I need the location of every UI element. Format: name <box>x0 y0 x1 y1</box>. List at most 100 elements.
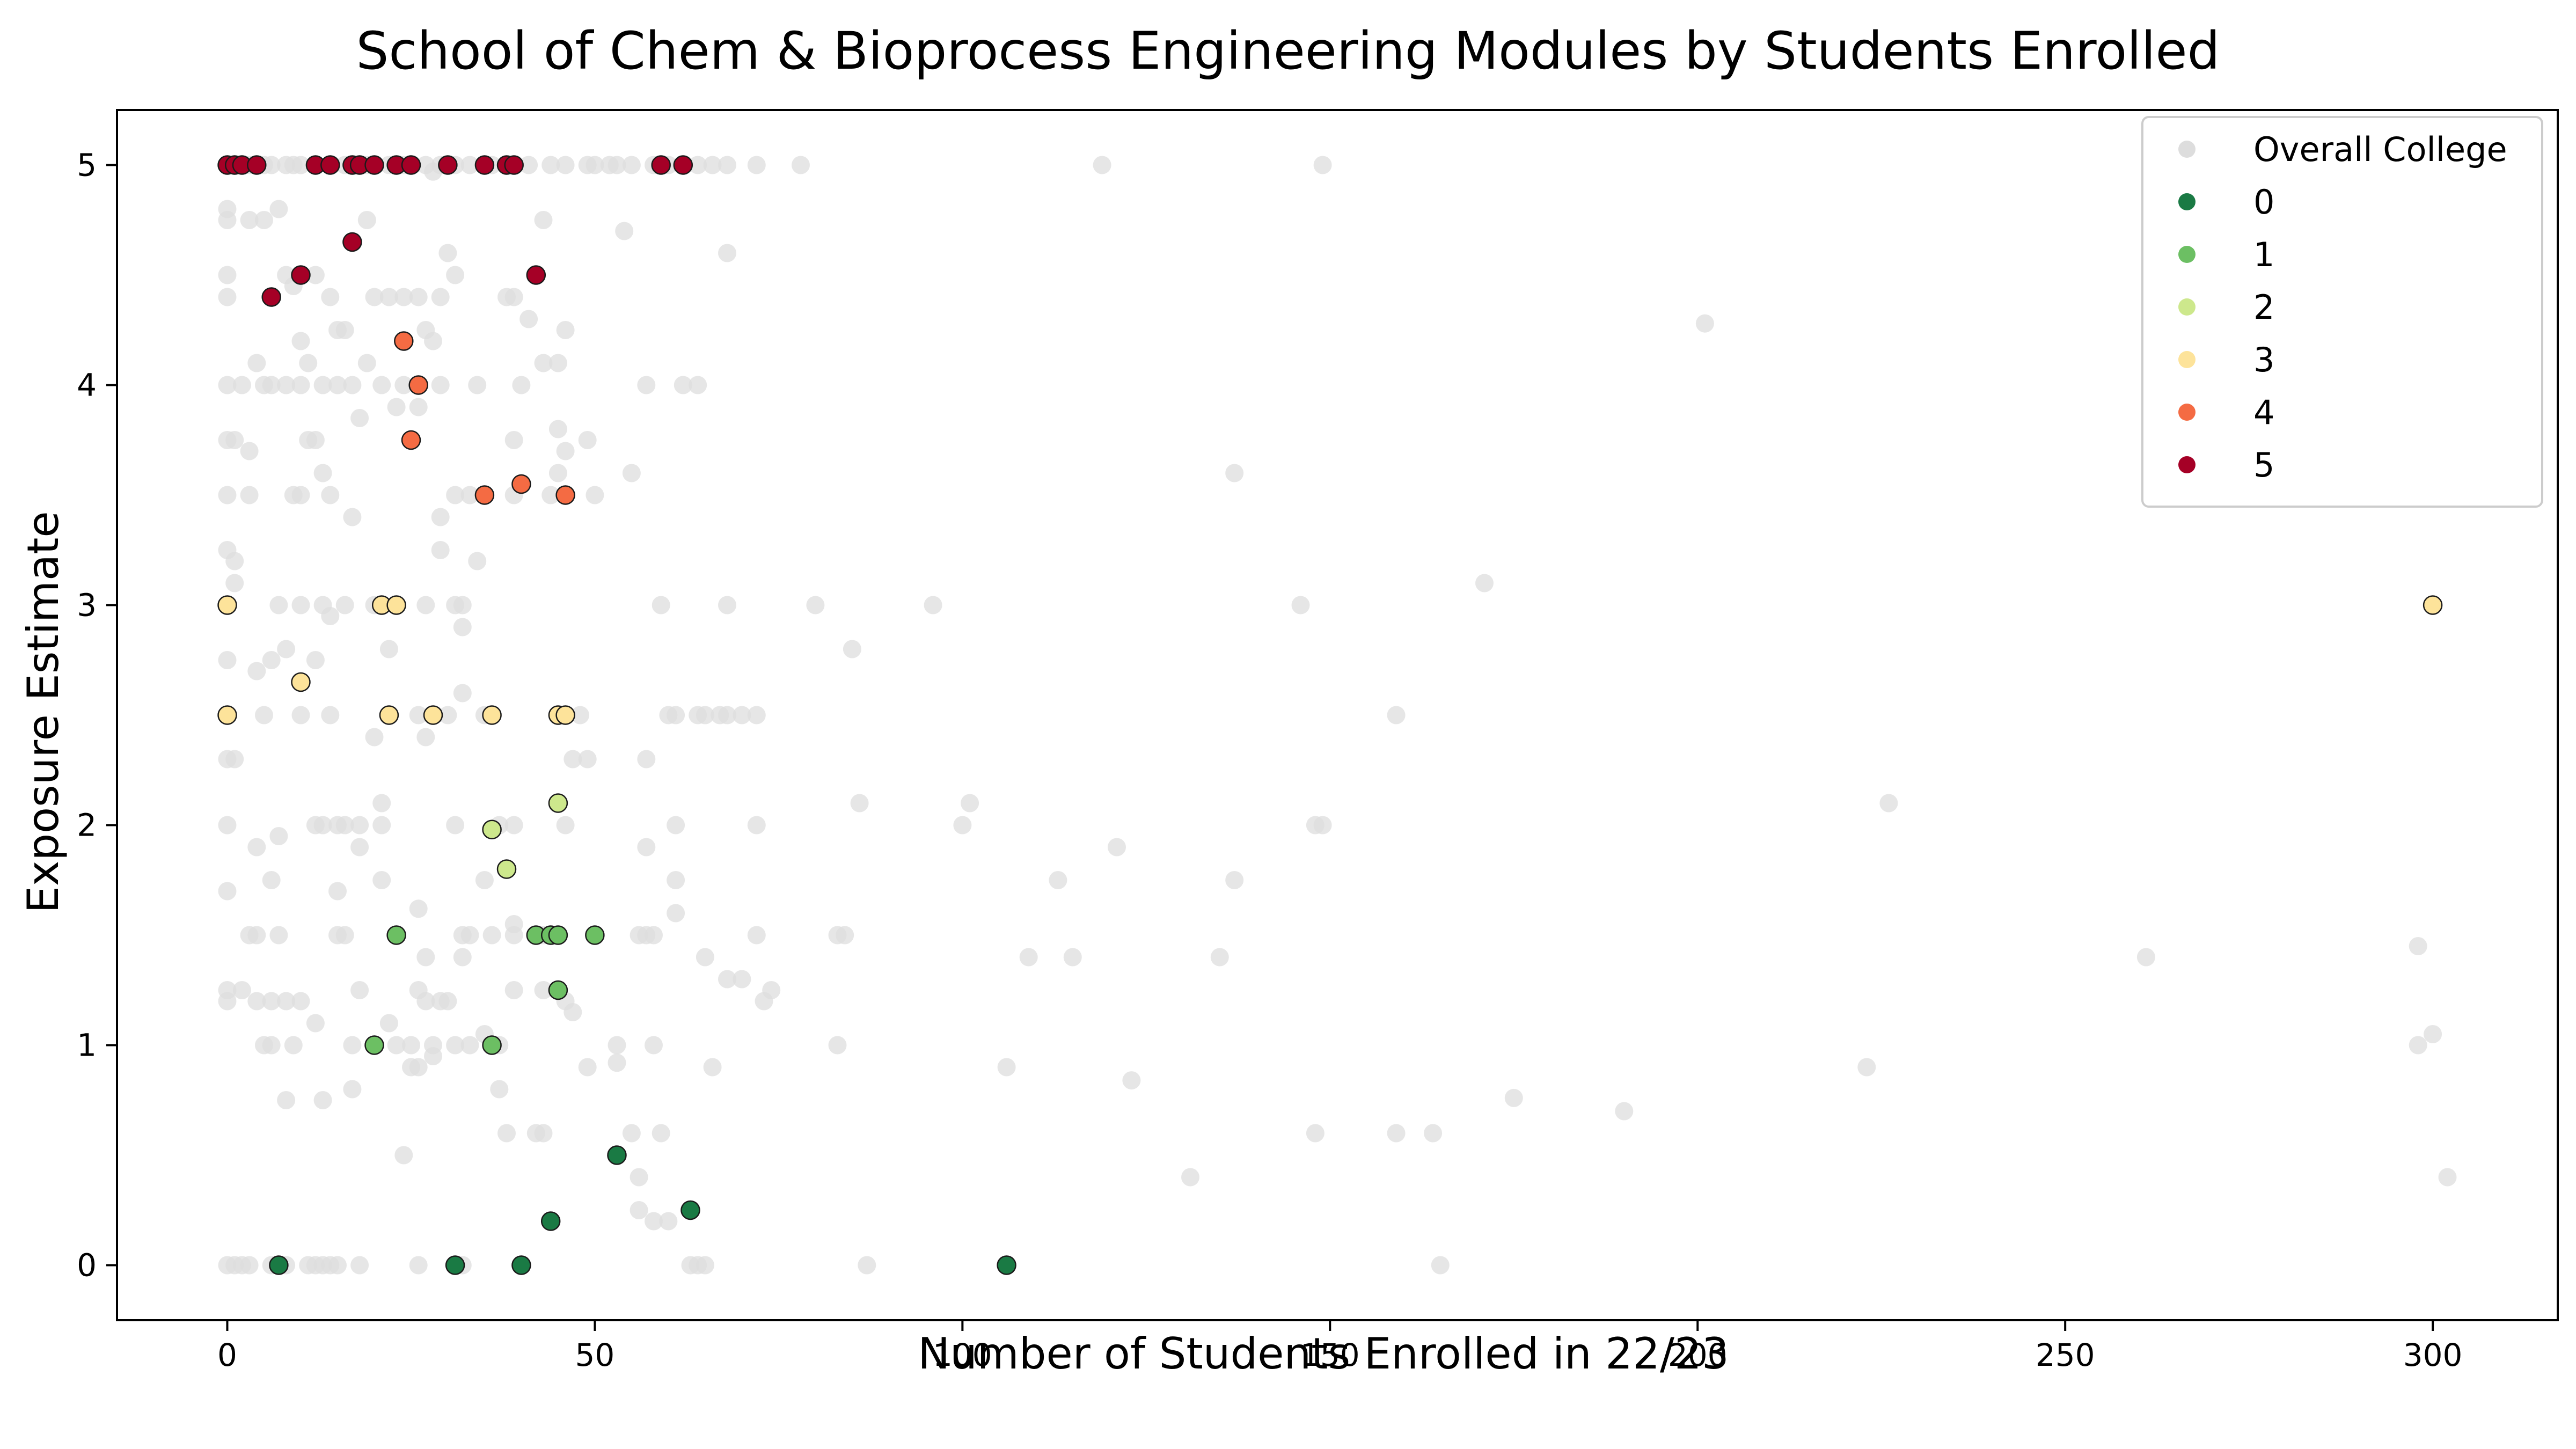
series-1-point <box>548 925 568 945</box>
x-axis-label: Number of Students Enrolled in 22/23 <box>918 1329 1729 1379</box>
series-0-point <box>997 1255 1016 1275</box>
legend-label: 3 <box>2253 340 2274 379</box>
overall-college-point <box>997 1058 1016 1077</box>
overall-college-point <box>806 596 825 614</box>
overall-college-point <box>379 1014 398 1033</box>
overall-college-point <box>659 1212 678 1231</box>
series-5-point <box>651 155 671 175</box>
overall-college-point <box>667 706 685 724</box>
series-3-point <box>482 705 502 725</box>
series-1-point <box>585 925 605 945</box>
overall-college-point <box>335 816 354 835</box>
overall-college-point <box>468 552 487 570</box>
overall-college-point <box>372 794 391 813</box>
series-4-point <box>511 474 531 494</box>
overall-college-point <box>718 970 736 989</box>
legend-label: Overall College <box>2253 130 2507 169</box>
overall-college-point <box>1291 596 1310 614</box>
overall-college-point <box>328 1256 347 1275</box>
overall-college-point <box>519 156 538 174</box>
series-5-point <box>438 155 458 175</box>
series-5-point <box>474 155 495 175</box>
overall-college-point <box>328 321 347 339</box>
overall-college-point <box>2409 1036 2427 1055</box>
overall-college-point <box>747 706 766 724</box>
overall-college-point <box>328 882 347 901</box>
overall-college-point <box>953 816 972 835</box>
overall-college-point <box>247 926 266 945</box>
overall-college-point <box>247 992 266 1011</box>
overall-college-point <box>313 376 332 394</box>
y-tick-label: 0 <box>77 1247 97 1284</box>
series-4-point <box>555 485 575 505</box>
overall-college-point <box>218 992 237 1011</box>
overall-college-point <box>218 288 237 306</box>
legend-label: 1 <box>2253 235 2274 274</box>
overall-college-point <box>277 1091 296 1109</box>
y-tick-label: 1 <box>77 1027 97 1064</box>
overall-college-point <box>1306 1124 1324 1143</box>
x-tick-label: 200 <box>1668 1337 1728 1373</box>
overall-college-point <box>431 541 450 559</box>
overall-college-point <box>372 871 391 889</box>
overall-college-point <box>504 981 523 999</box>
overall-college-point <box>630 1201 648 1219</box>
series-3-point <box>423 705 443 725</box>
overall-college-point <box>240 442 259 460</box>
overall-college-point <box>615 222 634 240</box>
x-tick-label: 100 <box>933 1337 992 1373</box>
series-5-point <box>364 155 384 175</box>
overall-college-point <box>961 794 979 813</box>
series-0-point <box>607 1145 627 1165</box>
overall-college-point <box>534 354 553 372</box>
plot-area <box>217 155 2457 1275</box>
series-5-point <box>291 265 311 285</box>
x-tick-label: 50 <box>575 1337 615 1373</box>
overall-college-point <box>262 871 281 889</box>
legend-label: 4 <box>2253 393 2274 432</box>
overall-college-point <box>416 992 435 1011</box>
overall-college-point <box>446 266 465 284</box>
y-tick-label: 5 <box>77 147 97 184</box>
overall-college-point <box>218 651 237 669</box>
overall-college-point <box>291 486 310 504</box>
legend-marker <box>2178 141 2196 158</box>
overall-college-point <box>343 1036 362 1055</box>
overall-college-point <box>218 211 237 229</box>
series-5-point <box>320 155 340 175</box>
overall-college-point <box>262 1036 281 1055</box>
overall-college-point <box>453 618 472 636</box>
overall-college-point <box>504 926 523 945</box>
overall-college-point <box>240 1256 259 1275</box>
chart-title: School of Chem & Bioprocess Engineering … <box>356 21 2220 81</box>
overall-college-point <box>269 200 288 218</box>
overall-college-point <box>843 640 861 658</box>
overall-college-point <box>2438 1168 2457 1187</box>
overall-college-point <box>1504 1088 1523 1107</box>
overall-college-point <box>313 1091 332 1109</box>
overall-college-point <box>718 596 736 614</box>
legend-marker <box>2178 456 2196 473</box>
overall-college-point <box>321 607 340 625</box>
overall-college-point <box>534 981 553 999</box>
overall-college-point <box>578 750 597 769</box>
overall-college-point <box>232 981 251 999</box>
overall-college-point <box>1313 156 1332 174</box>
overall-college-point <box>747 816 766 835</box>
overall-college-point <box>504 431 523 449</box>
overall-college-point <box>431 288 450 306</box>
legend-marker <box>2178 298 2196 316</box>
overall-college-point <box>1387 1124 1406 1143</box>
overall-college-point <box>541 156 560 174</box>
overall-college-point <box>291 376 310 394</box>
overall-college-point <box>564 750 582 769</box>
overall-college-point <box>460 926 479 945</box>
overall-college-point <box>291 156 310 174</box>
overall-college-point <box>1313 816 1332 835</box>
overall-college-point <box>328 376 347 394</box>
overall-college-point <box>225 552 244 570</box>
overall-college-point <box>357 354 376 372</box>
legend-marker <box>2178 193 2196 210</box>
overall-college-point <box>689 156 707 174</box>
